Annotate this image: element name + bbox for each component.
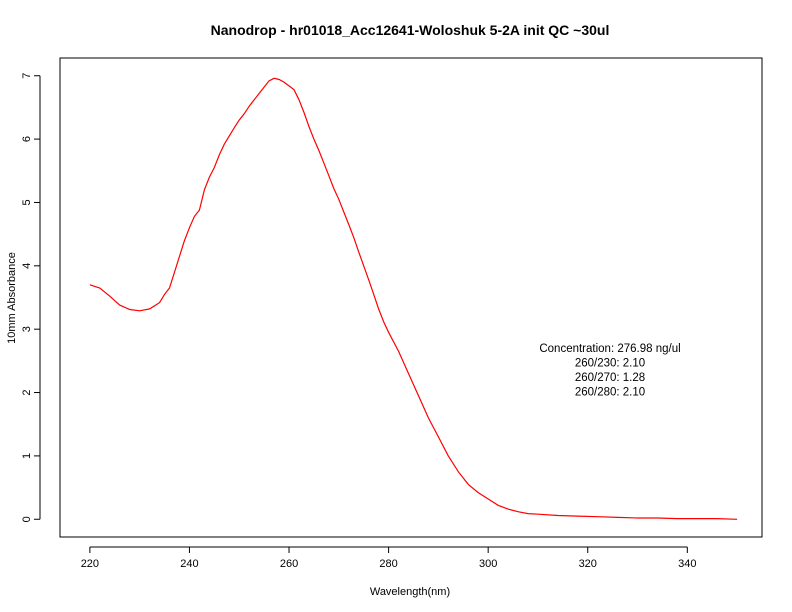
y-tick-label: 7 bbox=[21, 73, 33, 79]
y-tick-label: 2 bbox=[21, 389, 33, 395]
x-tick-label: 220 bbox=[81, 558, 99, 570]
absorbance-series-line bbox=[89, 77, 738, 520]
y-tick-label: 1 bbox=[21, 453, 33, 459]
annotation-block: Concentration: 276.98 ng/ul 260/230: 2.10… bbox=[539, 343, 680, 399]
y-tick-label: 4 bbox=[21, 263, 33, 269]
annotation-line: Concentration: 276.98 ng/ul bbox=[539, 343, 680, 355]
annotation-line: 260/230: 2.10 bbox=[575, 358, 645, 370]
annotation-line: 260/280: 2.10 bbox=[575, 387, 645, 399]
y-axis: 0 1 2 3 4 5 6 7 bbox=[21, 73, 41, 522]
y-tick-label: 0 bbox=[21, 516, 33, 522]
x-tick-label: 340 bbox=[678, 558, 696, 570]
plot-frame bbox=[59, 57, 763, 538]
y-tick-label: 5 bbox=[21, 199, 33, 205]
annotation-line: 260/270: 1.28 bbox=[575, 372, 645, 384]
x-axis: 220 240 260 280 300 320 340 bbox=[81, 546, 696, 570]
x-tick-label: 320 bbox=[579, 558, 597, 570]
x-tick-label: 300 bbox=[479, 558, 497, 570]
chart-title: Nanodrop - hr01018_Acc12641-Woloshuk 5-2… bbox=[211, 22, 610, 38]
y-tick-label: 6 bbox=[21, 136, 33, 142]
x-axis-label: Wavelength(nm) bbox=[370, 586, 450, 598]
x-tick-label: 260 bbox=[280, 558, 298, 570]
y-tick-label: 3 bbox=[21, 326, 33, 332]
x-tick-label: 240 bbox=[180, 558, 198, 570]
y-axis-label: 10mm Absorbance bbox=[6, 252, 18, 344]
x-tick-label: 280 bbox=[379, 558, 397, 570]
